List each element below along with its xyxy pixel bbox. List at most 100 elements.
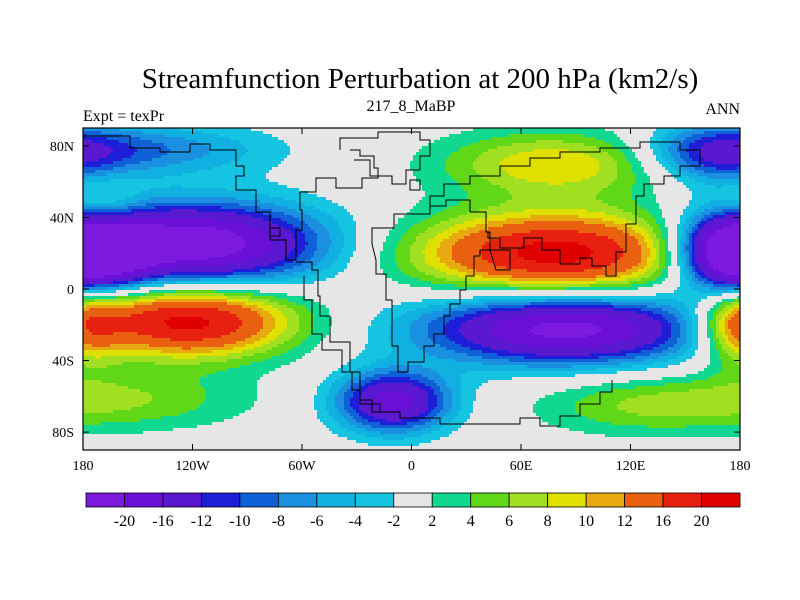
field-cell [374, 179, 377, 182]
field-cell [104, 146, 107, 149]
field-cell [236, 179, 239, 182]
field-cell [479, 179, 482, 182]
field-cell [491, 155, 494, 158]
field-cell [623, 173, 626, 176]
field-cell [203, 134, 206, 137]
field-cell [134, 179, 137, 182]
field-cell [173, 170, 176, 173]
field-cell [566, 167, 569, 170]
field-cell [713, 173, 716, 176]
field-cell [128, 185, 131, 188]
figure: Streamfunction Perturbation at 200 hPa (… [0, 0, 800, 600]
field-cell [500, 188, 503, 191]
field-cell [104, 161, 107, 164]
field-cell [608, 185, 611, 188]
field-cell [284, 173, 287, 176]
field-cell [332, 158, 335, 161]
field-cell [635, 149, 638, 152]
field-cell [290, 164, 293, 167]
field-cell [143, 155, 146, 158]
field-cell [515, 179, 518, 182]
field-cell [473, 167, 476, 170]
field-cell [407, 170, 410, 173]
field-cell [614, 131, 617, 134]
field-cell [344, 146, 347, 149]
field-cell [203, 131, 206, 134]
field-cell [242, 185, 245, 188]
field-cell [707, 191, 710, 194]
field-cell [188, 131, 191, 134]
field-cell [707, 185, 710, 188]
field-cell [350, 164, 353, 167]
field-cell [104, 194, 107, 197]
field-cell [461, 173, 464, 176]
field-cell [230, 191, 233, 194]
field-cell [335, 140, 338, 143]
field-cell [341, 131, 344, 134]
field-cell [191, 176, 194, 179]
field-cell [500, 146, 503, 149]
field-cell [455, 143, 458, 146]
field-cell [734, 173, 737, 176]
field-cell [164, 131, 167, 134]
field-cell [647, 161, 650, 164]
field-cell [248, 137, 251, 140]
field-cell [308, 134, 311, 137]
field-cell [230, 170, 233, 173]
field-cell [293, 149, 296, 152]
field-cell [716, 140, 719, 143]
field-cell [185, 143, 188, 146]
field-cell [674, 134, 677, 137]
field-cell [638, 131, 641, 134]
field-cell [506, 134, 509, 137]
field-cell [287, 161, 290, 164]
field-cell [308, 149, 311, 152]
field-cell [149, 134, 152, 137]
field-cell [263, 131, 266, 134]
field-cell [677, 176, 680, 179]
field-cell [335, 155, 338, 158]
field-cell [575, 140, 578, 143]
field-cell [344, 191, 347, 194]
field-cell [263, 173, 266, 176]
field-cell [125, 167, 128, 170]
field-cell [587, 143, 590, 146]
field-cell [212, 176, 215, 179]
field-cell [359, 161, 362, 164]
field-cell [257, 158, 260, 161]
field-cell [689, 146, 692, 149]
field-cell [563, 167, 566, 170]
field-cell [278, 194, 281, 197]
field-cell [554, 161, 557, 164]
field-cell [485, 146, 488, 149]
field-cell [623, 140, 626, 143]
field-cell [656, 149, 659, 152]
field-cell [248, 134, 251, 137]
field-cell [638, 173, 641, 176]
field-cell [554, 152, 557, 155]
field-cell [425, 182, 428, 185]
field-cell [356, 170, 359, 173]
field-cell [707, 170, 710, 173]
field-cell [194, 164, 197, 167]
field-cell [284, 134, 287, 137]
field-cell [242, 152, 245, 155]
field-cell [116, 188, 119, 191]
field-cell [443, 146, 446, 149]
field-cell [218, 155, 221, 158]
field-cell [227, 137, 230, 140]
field-cell [710, 164, 713, 167]
field-cell [335, 173, 338, 176]
field-cell [605, 191, 608, 194]
field-cell [251, 146, 254, 149]
field-cell [332, 164, 335, 167]
field-cell [212, 179, 215, 182]
field-cell [242, 161, 245, 164]
field-cell [407, 146, 410, 149]
field-cell [323, 158, 326, 161]
field-cell [626, 185, 629, 188]
field-cell [446, 194, 449, 197]
field-cell [158, 155, 161, 158]
field-cell [113, 158, 116, 161]
field-cell [239, 185, 242, 188]
